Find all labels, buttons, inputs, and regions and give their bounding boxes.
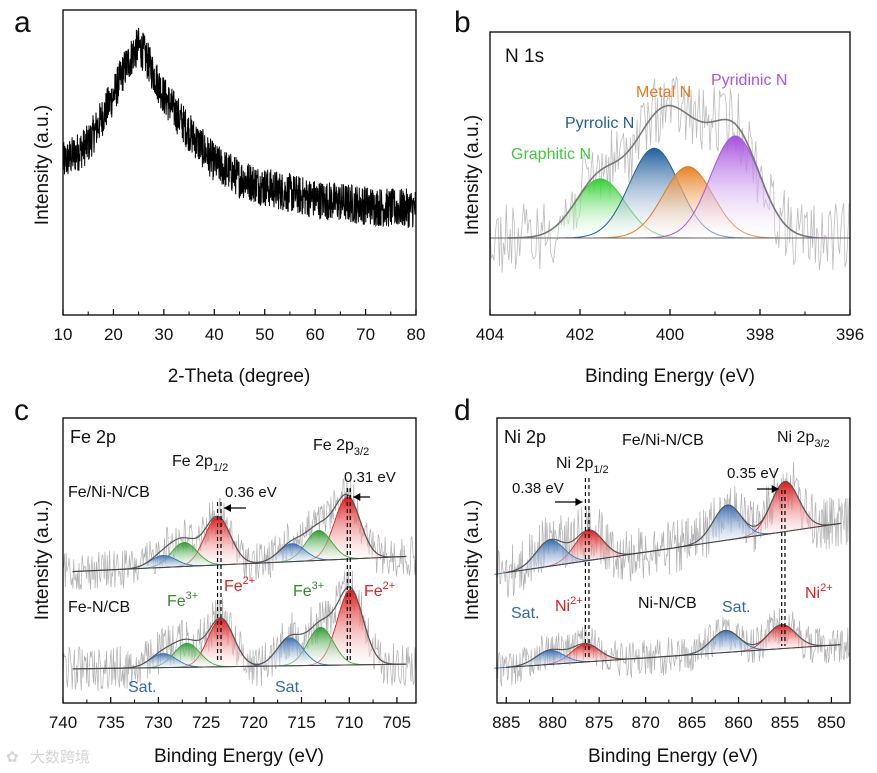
x-tick-label: 740 xyxy=(49,713,77,732)
panel-d-x-ticks: 885 880 875 870 865 860 855 850 xyxy=(492,697,846,732)
sample-fe-ni-label-d: Fe/Ni-N/CB xyxy=(622,432,704,449)
panel-d: d Ni 2p Fe/Ni-N/CB Ni-N/CB Ni 2p1/2 Ni 2… xyxy=(454,394,851,767)
xrd-series-line xyxy=(62,27,417,229)
panel-c: c Fe 2p Fe/Ni-N/CB Fe-N/CB Fe 2p1/2 Fe 2… xyxy=(14,394,417,767)
label-pyrrolic-n: Pyrrolic N xyxy=(565,115,634,132)
panel-b-ylabel: Intensity (a.u.) xyxy=(462,115,483,235)
panel-a-ylabel: Intensity (a.u.) xyxy=(32,105,53,225)
fe3-label-left: Fe3+ xyxy=(167,590,198,610)
label-metal-n: Metal N xyxy=(636,84,691,101)
panel-label-c: c xyxy=(14,394,29,427)
n1s-fitted-peaks xyxy=(501,104,833,239)
x-tick-label: 725 xyxy=(192,713,220,732)
x-tick-label: 70 xyxy=(356,325,375,344)
x-tick-label: 860 xyxy=(724,713,752,732)
fe2p-title: Fe 2p xyxy=(70,427,116,447)
x-tick-label: 80 xyxy=(407,325,426,344)
x-tick-label: 400 xyxy=(656,325,684,344)
sample-ni-n-label: Ni-N/CB xyxy=(638,595,697,612)
ni2p-title: Ni 2p xyxy=(504,427,546,447)
fe2-label-left: Fe2+ xyxy=(224,575,255,595)
x-tick-label: 60 xyxy=(306,325,325,344)
sat-label-right: Sat. xyxy=(275,679,303,696)
fe2p-half-label: Fe 2p1/2 xyxy=(172,453,228,474)
sample-fe-n-label: Fe-N/CB xyxy=(68,599,130,616)
sat-label-d-left: Sat. xyxy=(511,605,539,622)
panel-b-xlabel: Binding Energy (eV) xyxy=(585,366,755,387)
panel-label-a: a xyxy=(14,6,31,39)
sat-label-left: Sat. xyxy=(128,679,156,696)
panel-a: a 10 20 30 40 50 60 70 80 2-Theta (degree) Inte… xyxy=(14,6,425,387)
ni2p-half-label: Ni 2p1/2 xyxy=(556,455,609,476)
panel-a-xlabel: 2-Theta (degree) xyxy=(168,366,311,387)
ni2-label-left: Ni2+ xyxy=(555,595,583,615)
label-pyridinic-n: Pyridinic N xyxy=(711,72,787,89)
panel-b: b N 1s Graphitic N Pyrrolic N Metal N Py… xyxy=(454,6,864,387)
x-tick-label: 10 xyxy=(54,325,73,344)
x-tick-label: 398 xyxy=(746,325,774,344)
ni2p-spectra xyxy=(494,462,850,687)
sample-fe-ni-label-c: Fe/Ni-N/CB xyxy=(68,484,150,501)
fe3-label-right: Fe3+ xyxy=(293,580,324,600)
shift-label-031: 0.31 eV xyxy=(344,469,396,486)
xrd-pattern xyxy=(62,27,417,229)
n1s-title: N 1s xyxy=(505,46,544,67)
shift-label-038: 0.38 eV xyxy=(512,480,564,497)
arrow-head xyxy=(353,493,361,501)
panel-c-ylabel: Intensity (a.u.) xyxy=(32,500,53,620)
x-tick-label: 870 xyxy=(631,713,659,732)
x-tick-label: 875 xyxy=(585,713,613,732)
shift-label-036: 0.36 eV xyxy=(225,484,277,501)
x-tick-label: 705 xyxy=(383,713,411,732)
x-tick-label: 40 xyxy=(205,325,224,344)
panel-d-frame xyxy=(496,417,851,704)
x-tick-label: 850 xyxy=(817,713,845,732)
x-tick-label: 402 xyxy=(566,325,594,344)
shift-label-035: 0.35 eV xyxy=(727,465,779,482)
x-tick-label: 50 xyxy=(255,325,274,344)
sat-label-d-right: Sat. xyxy=(722,599,750,616)
x-tick-label: 30 xyxy=(154,325,173,344)
x-tick-label: 404 xyxy=(476,325,504,344)
x-tick-label: 885 xyxy=(492,713,520,732)
panel-d-xlabel: Binding Energy (eV) xyxy=(588,746,758,767)
panel-label-d: d xyxy=(454,394,471,427)
fe2-label-right: Fe2+ xyxy=(364,580,395,600)
x-tick-label: 865 xyxy=(678,713,706,732)
panel-b-x-ticks: 404 402 400 398 396 xyxy=(476,309,864,344)
raw-spectrum xyxy=(496,462,850,598)
x-tick-label: 710 xyxy=(335,713,363,732)
x-tick-label: 720 xyxy=(240,713,268,732)
label-graphitic-n: Graphitic N xyxy=(511,146,591,163)
arrow-head xyxy=(223,504,231,512)
ni2-label-right: Ni2+ xyxy=(805,582,833,602)
baseline xyxy=(72,663,407,670)
panel-d-ylabel: Intensity (a.u.) xyxy=(462,500,483,620)
panel-c-x-ticks: 740 735 730 725 720 715 710 705 xyxy=(49,697,411,732)
component-peak xyxy=(238,637,342,667)
watermark: ✿ 大数跨境 xyxy=(6,748,90,766)
fe2p-spectra xyxy=(62,478,416,692)
arrow-head xyxy=(575,498,583,506)
ni2p-three-half-label: Ni 2p3/2 xyxy=(777,429,830,450)
baseline xyxy=(506,522,841,574)
arrow-head xyxy=(771,485,779,493)
panel-c-frame xyxy=(62,417,417,704)
n1s-envelope xyxy=(508,104,812,239)
x-tick-label: 735 xyxy=(97,713,125,732)
x-tick-label: 20 xyxy=(104,325,123,344)
x-tick-label: 880 xyxy=(539,713,567,732)
baseline xyxy=(506,644,841,668)
x-tick-label: 730 xyxy=(144,713,172,732)
panel-label-b: b xyxy=(454,6,471,39)
watermark-logo-icon: ✿ xyxy=(6,749,19,766)
x-tick-label: 396 xyxy=(836,325,864,344)
x-tick-label: 855 xyxy=(771,713,799,732)
fe2p-three-half-label: Fe 2p3/2 xyxy=(313,437,369,458)
panel-c-xlabel: Binding Energy (eV) xyxy=(154,746,324,767)
x-tick-label: 715 xyxy=(287,713,315,732)
watermark-text: 大数跨境 xyxy=(30,748,90,766)
panel-a-x-ticks: 10 20 30 40 50 60 70 80 xyxy=(54,309,426,344)
